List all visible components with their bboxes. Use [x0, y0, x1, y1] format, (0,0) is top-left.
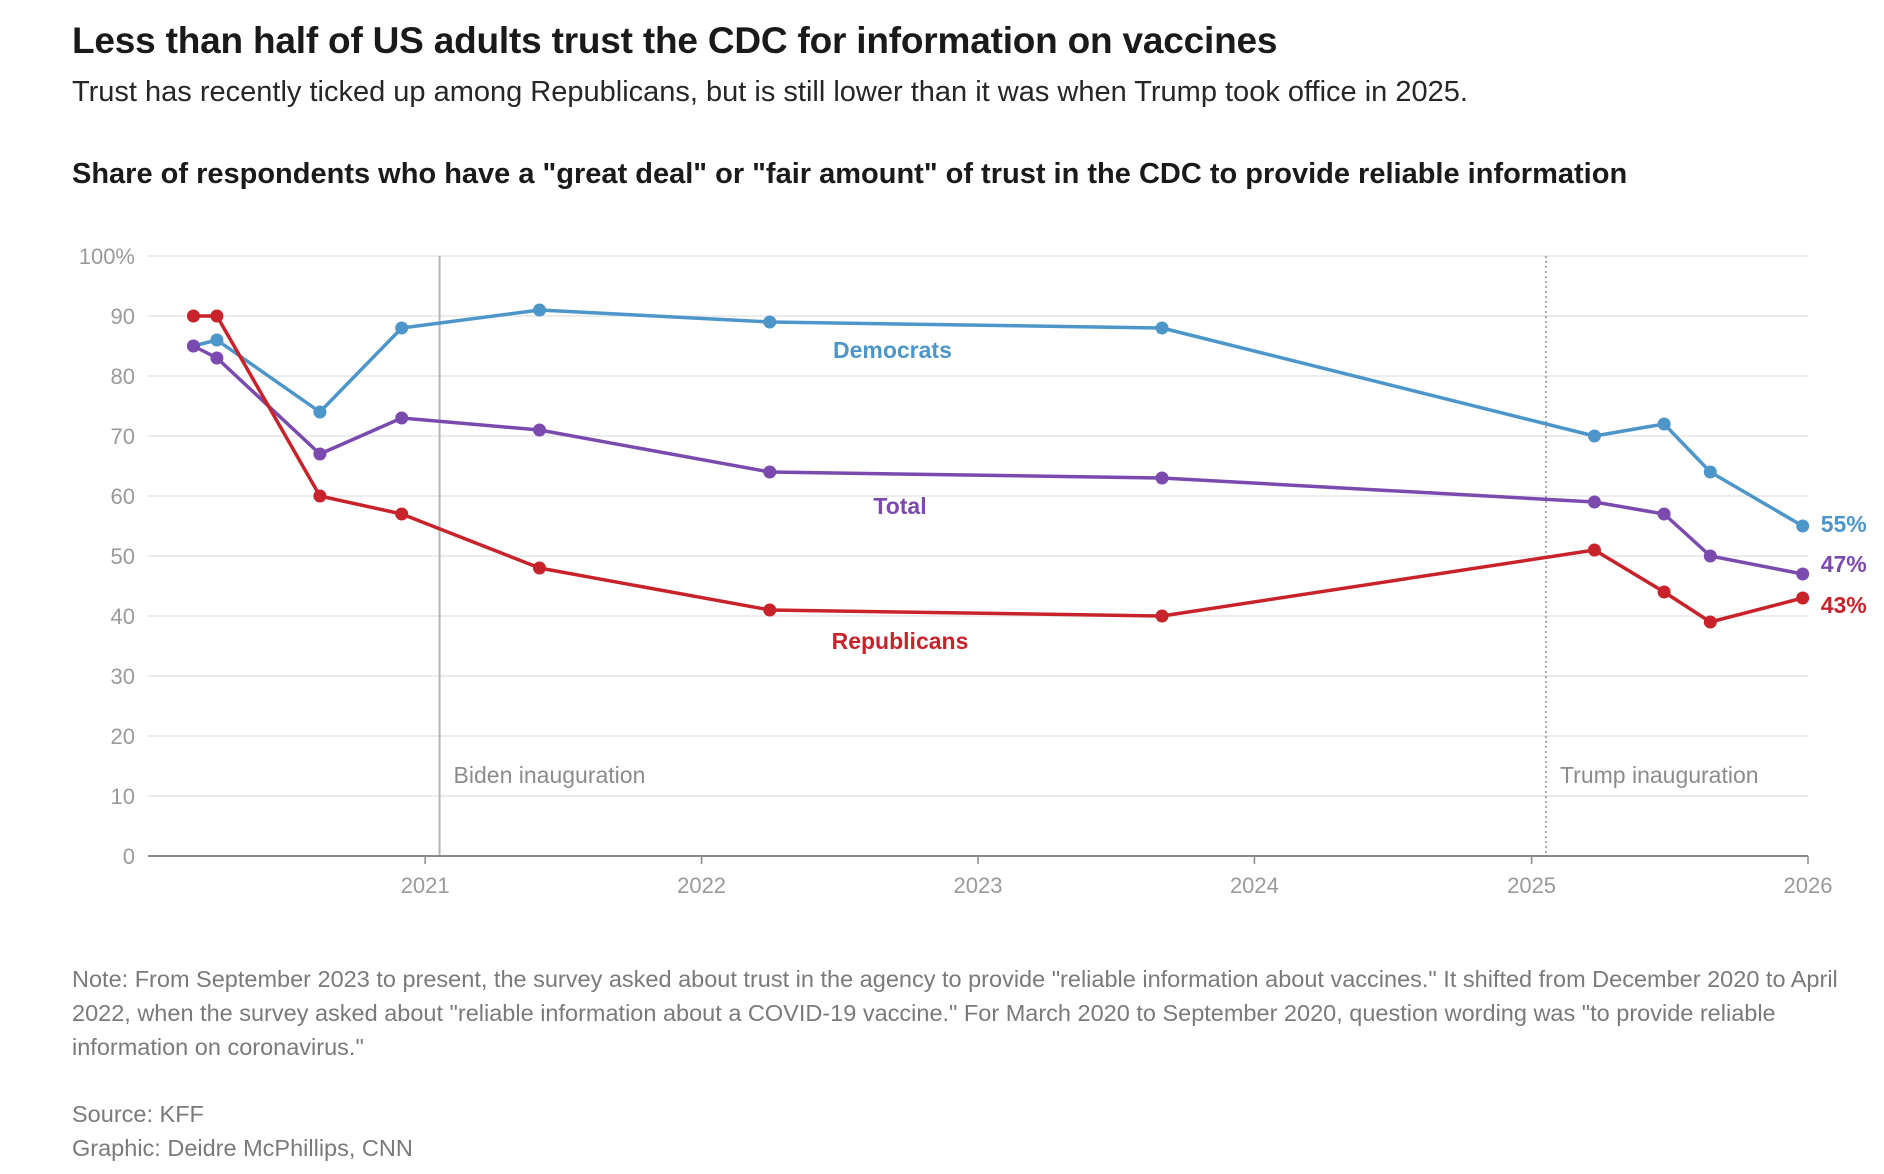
series-label-republicans: Republicans — [832, 628, 969, 654]
data-point — [1657, 507, 1671, 521]
data-point — [210, 309, 224, 323]
chart-source: Source: KFF — [72, 1101, 204, 1127]
data-point — [1703, 465, 1717, 479]
data-point — [395, 321, 409, 335]
data-point — [533, 561, 547, 575]
x-tick-label: 2024 — [1230, 873, 1279, 898]
data-point — [1796, 567, 1810, 581]
chart-title: Share of respondents who have a "great d… — [72, 158, 1628, 190]
chart-note: Note: From September 2023 to present, th… — [72, 966, 1838, 1060]
data-point — [1587, 543, 1601, 557]
data-point — [1155, 321, 1169, 335]
data-point — [1657, 585, 1671, 599]
data-point — [1155, 609, 1169, 623]
axes: 0 10 20 30 40 50 60 70 80 90 100% 2021 2022 2023 2024 2… — [79, 244, 1833, 898]
data-point — [186, 309, 200, 323]
line-chart: Biden inauguration Trump inauguration 0 10… — [79, 244, 1867, 898]
data-point — [533, 303, 547, 317]
y-tick-label: 50 — [111, 544, 135, 569]
y-tick-label: 30 — [111, 664, 135, 689]
chart-subtitle: Trust has recently ticked up among Repub… — [72, 76, 1468, 108]
series-label-total: Total — [873, 493, 926, 519]
y-tick-label: 20 — [111, 724, 135, 749]
x-tick-label: 2025 — [1507, 873, 1556, 898]
annotations: Biden inauguration Trump inauguration — [438, 256, 1759, 856]
y-tick-label: 90 — [111, 304, 135, 329]
y-tick-label: 100% — [79, 244, 135, 269]
annotation-label: Biden inauguration — [454, 762, 646, 788]
data-point — [1703, 615, 1717, 629]
chart-headline: Less than half of US adults trust the CD… — [72, 20, 1278, 61]
end-label-republicans: 43% — [1821, 592, 1867, 618]
end-label-total: 47% — [1821, 551, 1867, 577]
series-line-total — [191, 344, 1805, 576]
data-point — [763, 465, 777, 479]
y-tick-label: 0 — [123, 844, 135, 869]
data-point — [395, 507, 409, 521]
data-point — [1155, 471, 1169, 485]
annotation-label: Trump inauguration — [1560, 762, 1759, 788]
data-point — [763, 315, 777, 329]
x-tick-label: 2026 — [1784, 873, 1833, 898]
data-point — [1587, 429, 1601, 443]
y-tick-label: 10 — [111, 784, 135, 809]
end-label-democrats: 55% — [1821, 511, 1867, 537]
data-point — [313, 489, 327, 503]
y-tick-label: 80 — [111, 364, 135, 389]
data-point — [1587, 495, 1601, 509]
series-lines — [186, 303, 1810, 629]
y-tick-label: 40 — [111, 604, 135, 629]
data-point — [1796, 591, 1810, 605]
data-point — [1657, 417, 1671, 431]
data-point — [1796, 519, 1810, 533]
series-line-republicans — [191, 314, 1805, 624]
data-point — [313, 405, 327, 419]
data-point — [533, 423, 547, 437]
data-point — [1703, 549, 1717, 563]
data-point — [186, 339, 200, 353]
x-tick-label: 2023 — [954, 873, 1003, 898]
x-tick-label: 2022 — [677, 873, 726, 898]
x-tick-label: 2021 — [401, 873, 450, 898]
chart-credit: Graphic: Deidre McPhillips, CNN — [72, 1135, 413, 1161]
y-tick-label: 60 — [111, 484, 135, 509]
data-point — [210, 333, 224, 347]
y-tick-label: 70 — [111, 424, 135, 449]
data-point — [763, 603, 777, 617]
series-line-democrats — [191, 308, 1805, 528]
series-label-democrats: Democrats — [833, 337, 952, 363]
data-point — [313, 447, 327, 461]
data-point — [395, 411, 409, 425]
series-labels: Democrats 55% Total 47% Republicans 43% — [832, 337, 1867, 654]
data-point — [210, 351, 224, 365]
gridlines — [148, 255, 1808, 797]
